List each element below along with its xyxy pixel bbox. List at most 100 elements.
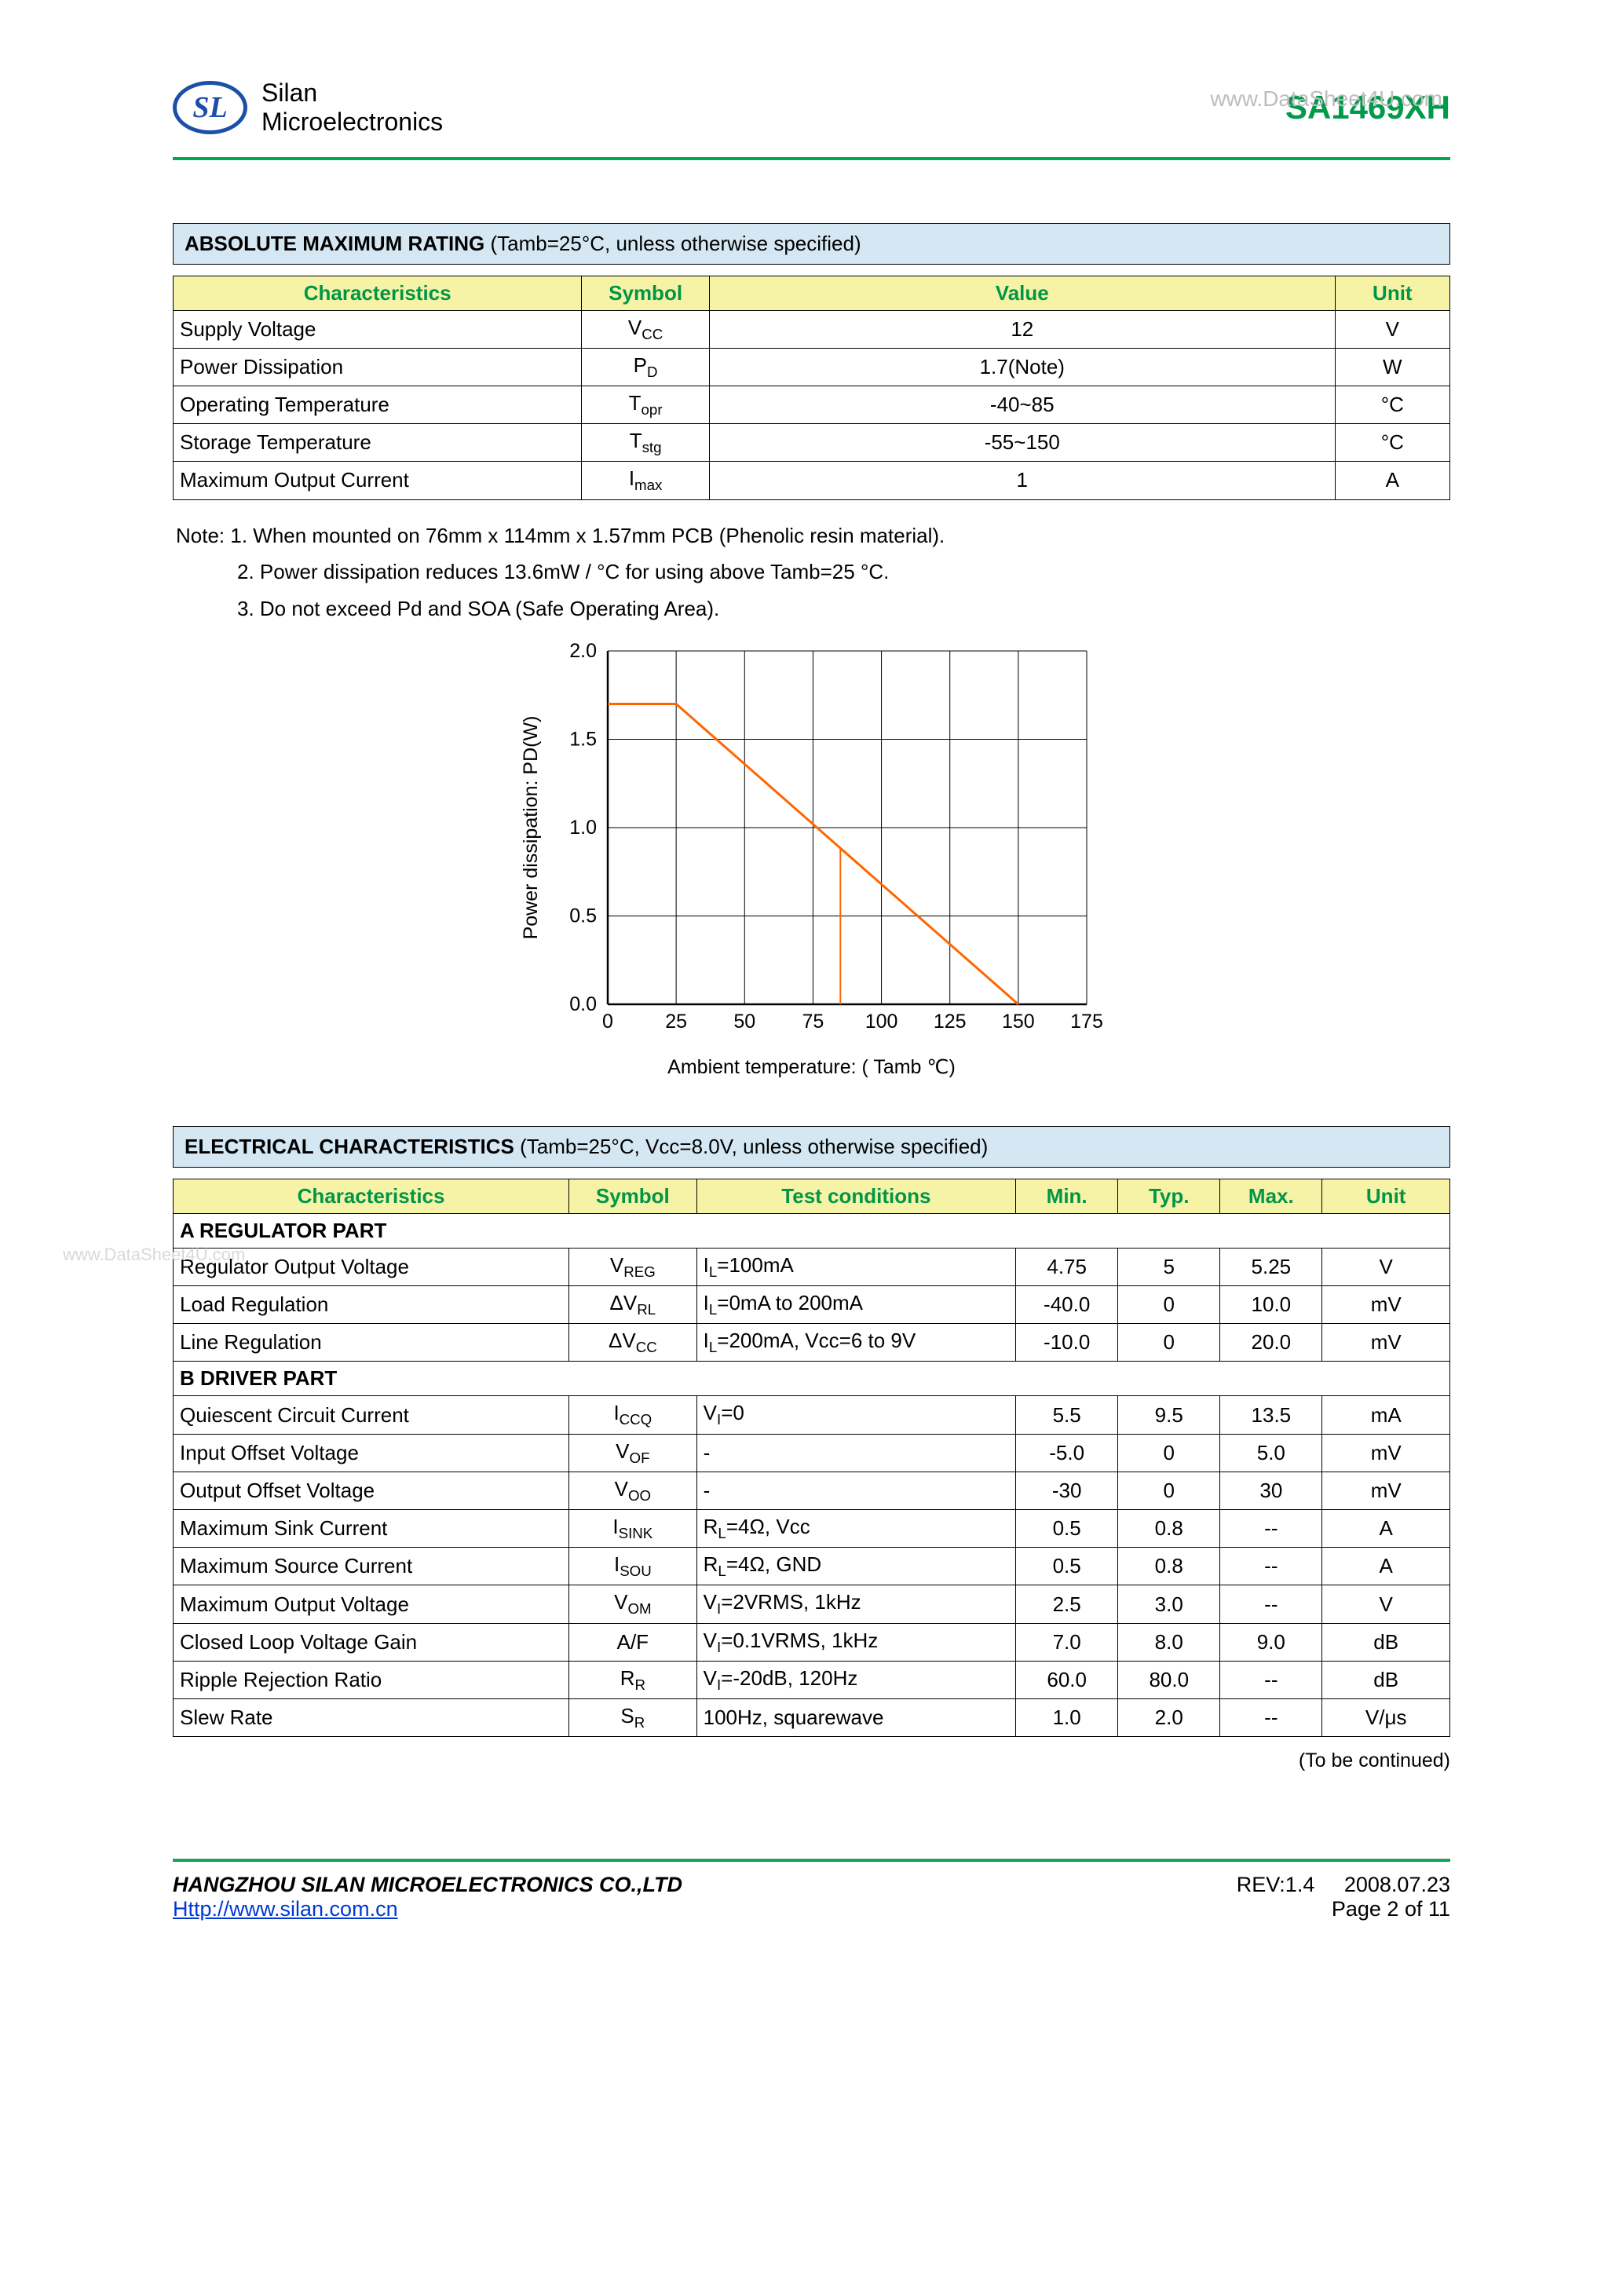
cell-min: 7.0 (1016, 1623, 1118, 1661)
cell-value: 12 (709, 310, 1335, 348)
svg-text:1.0: 1.0 (569, 817, 597, 839)
table-row: Output Offset VoltageVOO--30030mV (174, 1472, 1450, 1509)
col-conditions: Test conditions (696, 1179, 1016, 1213)
svg-text:1.5: 1.5 (569, 728, 597, 750)
cell-typ: 0.8 (1118, 1510, 1220, 1548)
footer-rev: REV:1.4 (1237, 1873, 1315, 1896)
cell-typ: 5 (1118, 1248, 1220, 1285)
svg-text:Power dissipation: PD(W): Power dissipation: PD(W) (520, 716, 542, 940)
page-footer: HANGZHOU SILAN MICROELECTRONICS CO.,LTD … (173, 1859, 1450, 1921)
table-row: Quiescent Circuit CurrentICCQVI=05.59.51… (174, 1396, 1450, 1434)
cell-typ: 9.5 (1118, 1396, 1220, 1434)
section-row: B DRIVER PART (174, 1362, 1450, 1396)
col-unit: Unit (1335, 276, 1449, 310)
cell-cond: VI=-20dB, 120Hz (696, 1661, 1016, 1698)
cell-min: -5.0 (1016, 1434, 1118, 1472)
footer-page: Page 2 of 11 (1332, 1897, 1450, 1921)
chart-xlabel: Ambient temperature: ( Tamb ℃) (514, 1055, 1110, 1079)
table-row: Supply VoltageVCC12V (174, 310, 1450, 348)
note-1: Note: 1. When mounted on 76mm x 114mm x … (176, 517, 1450, 554)
col-characteristics: Characteristics (174, 1179, 569, 1213)
cell-unit: °C (1335, 424, 1449, 462)
note-2: 2. Power dissipation reduces 13.6mW / °C… (176, 554, 1450, 590)
note-3: 3. Do not exceed Pd and SOA (Safe Operat… (176, 590, 1450, 627)
abs-max-title-bar: ABSOLUTE MAXIMUM RATING (Tamb=25°C, unle… (173, 223, 1450, 265)
cell-symbol: RR (569, 1661, 697, 1698)
cell-char: Maximum Output Voltage (174, 1585, 569, 1623)
footer-link[interactable]: Http://www.silan.com.cn (173, 1897, 682, 1921)
elec-table: Characteristics Symbol Test conditions M… (173, 1179, 1450, 1737)
footer-company: HANGZHOU SILAN MICROELECTRONICS CO.,LTD (173, 1873, 682, 1896)
watermark-top: www.DataSheet4U.com (1210, 86, 1442, 112)
col-typ: Typ. (1118, 1179, 1220, 1213)
table-row: Maximum Source CurrentISOURL=4Ω, GND0.50… (174, 1548, 1450, 1585)
svg-text:0.5: 0.5 (569, 905, 597, 927)
cell-unit: mV (1322, 1472, 1450, 1509)
cell-symbol: VOO (569, 1472, 697, 1509)
cell-min: 0.5 (1016, 1548, 1118, 1585)
cell-cond: VI=0.1VRMS, 1kHz (696, 1623, 1016, 1661)
cell-value: -40~85 (709, 386, 1335, 423)
table-row: Input Offset VoltageVOF--5.005.0mV (174, 1434, 1450, 1472)
svg-text:150: 150 (1001, 1011, 1034, 1033)
svg-text:100: 100 (865, 1011, 897, 1033)
cell-max: -- (1220, 1698, 1322, 1736)
cell-min: 2.5 (1016, 1585, 1118, 1623)
cell-unit: mA (1322, 1396, 1450, 1434)
cell-min: -30 (1016, 1472, 1118, 1509)
cell-min: 5.5 (1016, 1396, 1118, 1434)
cell-char: Maximum Sink Current (174, 1510, 569, 1548)
svg-text:25: 25 (665, 1011, 687, 1033)
cell-char: Storage Temperature (174, 424, 582, 462)
table-header-row: Characteristics Symbol Test conditions M… (174, 1179, 1450, 1213)
chart-svg: 02550751001251501750.00.51.01.52.0Power … (514, 635, 1110, 1044)
cell-unit: A (1322, 1510, 1450, 1548)
table-row: Power DissipationPD1.7(Note)W (174, 348, 1450, 386)
cell-unit: V/μs (1322, 1698, 1450, 1736)
abs-max-table: Characteristics Symbol Value Unit Supply… (173, 276, 1450, 500)
cell-unit: V (1322, 1585, 1450, 1623)
cell-symbol: Tstg (582, 424, 710, 462)
cell-char: Slew Rate (174, 1698, 569, 1736)
col-characteristics: Characteristics (174, 276, 582, 310)
brand: SL Silan Microelectronics (173, 79, 443, 137)
cell-symbol: ΔVCC (569, 1324, 697, 1362)
cell-char: Supply Voltage (174, 310, 582, 348)
col-symbol: Symbol (569, 1179, 697, 1213)
cell-symbol: VCC (582, 310, 710, 348)
cell-cond: 100Hz, squarewave (696, 1698, 1016, 1736)
header-rule (173, 157, 1450, 160)
cell-typ: 3.0 (1118, 1585, 1220, 1623)
logo-icon: SL (173, 81, 247, 134)
cell-max: -- (1220, 1510, 1322, 1548)
brand-text: Silan Microelectronics (261, 79, 443, 137)
svg-text:2.0: 2.0 (569, 640, 597, 662)
cell-max: 30 (1220, 1472, 1322, 1509)
table-row: Slew RateSR100Hz, squarewave1.02.0--V/μs (174, 1698, 1450, 1736)
cell-min: -10.0 (1016, 1324, 1118, 1362)
col-max: Max. (1220, 1179, 1322, 1213)
section-row: A REGULATOR PART (174, 1213, 1450, 1248)
cell-unit: W (1335, 348, 1449, 386)
footer-right: REV:1.4 2008.07.23 Page 2 of 11 (1237, 1873, 1450, 1921)
cell-cond: IL=100mA (696, 1248, 1016, 1285)
cell-symbol: A/F (569, 1623, 697, 1661)
cell-typ: 0 (1118, 1472, 1220, 1509)
cell-char: Ripple Rejection Ratio (174, 1661, 569, 1698)
cell-cond: IL=0mA to 200mA (696, 1286, 1016, 1324)
cell-symbol: Imax (582, 462, 710, 499)
cell-symbol: VOF (569, 1434, 697, 1472)
cell-min: 1.0 (1016, 1698, 1118, 1736)
cell-char: Input Offset Voltage (174, 1434, 569, 1472)
elec-title-bar: ELECTRICAL CHARACTERISTICS (Tamb=25°C, V… (173, 1126, 1450, 1168)
svg-text:125: 125 (933, 1011, 966, 1033)
cell-cond: - (696, 1472, 1016, 1509)
cell-max: 5.25 (1220, 1248, 1322, 1285)
cell-max: 20.0 (1220, 1324, 1322, 1362)
table-row: Storage TemperatureTstg-55~150°C (174, 424, 1450, 462)
cell-symbol: Topr (582, 386, 710, 423)
table-row: Maximum Output CurrentImax1A (174, 462, 1450, 499)
table-header-row: Characteristics Symbol Value Unit (174, 276, 1450, 310)
cell-unit: A (1335, 462, 1449, 499)
table-row: Load RegulationΔVRLIL=0mA to 200mA-40.00… (174, 1286, 1450, 1324)
